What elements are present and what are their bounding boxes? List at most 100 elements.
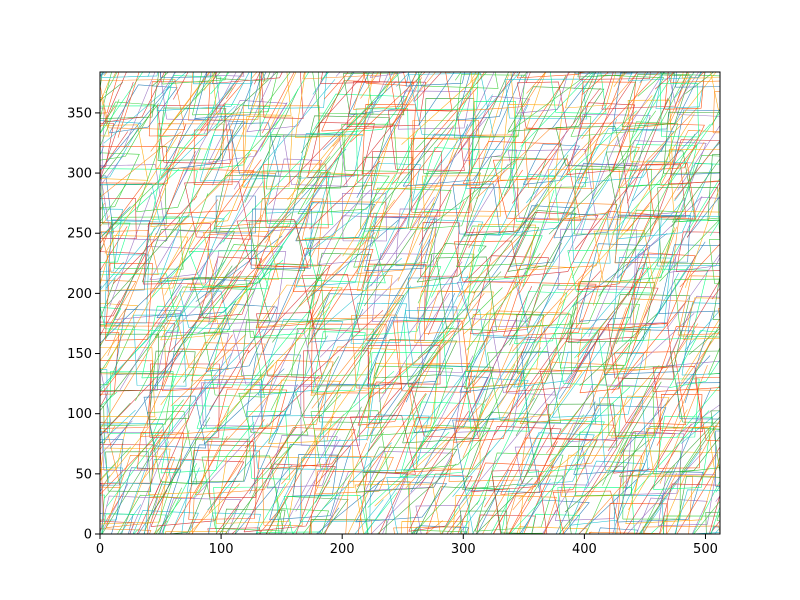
series-line — [100, 226, 128, 272]
series-line — [469, 292, 551, 386]
series-line — [578, 467, 650, 534]
series-line — [497, 264, 575, 331]
plot-frame — [99, 71, 721, 535]
y-tick-label: 50 — [75, 467, 92, 482]
series-line — [653, 326, 720, 392]
series-line — [234, 464, 293, 534]
y-tick-label: 250 — [67, 227, 92, 242]
series-line — [580, 118, 617, 235]
series-line — [314, 429, 355, 488]
series-line — [252, 415, 328, 470]
series-line — [365, 451, 454, 491]
series-line — [507, 86, 605, 132]
series-line — [100, 182, 146, 244]
series-line — [101, 184, 167, 225]
series-line — [219, 281, 259, 387]
series-line — [100, 446, 132, 481]
series-line — [684, 309, 720, 351]
series-line — [567, 384, 670, 443]
series-line — [456, 72, 514, 121]
series-line — [161, 497, 241, 534]
series-line — [239, 306, 331, 400]
series-line — [188, 72, 263, 121]
series-line — [365, 455, 420, 534]
series-line — [189, 234, 271, 291]
series-line — [608, 140, 707, 218]
series-line — [509, 205, 575, 267]
series-line — [625, 450, 720, 524]
series-line — [670, 72, 717, 131]
series-line — [646, 427, 716, 477]
series-line — [412, 94, 493, 201]
series-line — [261, 72, 297, 148]
series-line — [193, 107, 240, 201]
series-line — [248, 220, 306, 271]
series-line — [306, 186, 393, 256]
series-line — [100, 206, 131, 239]
series-line — [194, 72, 263, 119]
series-line — [555, 126, 626, 168]
series-line — [658, 388, 712, 506]
series-line — [514, 291, 568, 344]
series-line — [207, 527, 261, 534]
series-line — [363, 414, 430, 473]
series-line — [405, 219, 484, 289]
series-line — [402, 133, 505, 187]
series-line — [173, 72, 189, 100]
series-line — [471, 425, 562, 493]
series-line — [416, 242, 487, 283]
series-line — [269, 444, 352, 521]
series-line — [211, 72, 283, 84]
series-line — [659, 483, 720, 534]
series-line — [404, 309, 488, 368]
series-line — [324, 72, 349, 100]
series-line — [280, 417, 343, 534]
series-line — [469, 104, 529, 227]
series-line — [452, 418, 541, 494]
series-line — [638, 424, 717, 534]
series-line — [347, 72, 418, 116]
series-line — [283, 495, 369, 534]
series-line — [363, 77, 422, 190]
series-line — [518, 431, 603, 500]
series-line — [628, 183, 670, 297]
series-line — [574, 168, 652, 235]
series-line — [265, 440, 319, 534]
series-line — [154, 417, 211, 511]
series-layer — [100, 72, 720, 534]
series-line — [319, 383, 375, 442]
series-line — [384, 72, 396, 93]
y-tick-label: 300 — [67, 167, 92, 182]
y-tick-label: 200 — [67, 287, 92, 302]
series-line — [270, 292, 330, 411]
series-line — [364, 162, 421, 232]
series-line — [317, 215, 408, 265]
series-line — [528, 419, 605, 473]
series-line — [577, 128, 675, 184]
series-line — [356, 365, 454, 437]
x-axis: 0 100 200 300 400 500 — [96, 534, 718, 557]
series-line — [350, 263, 442, 337]
series-line — [281, 414, 345, 485]
series-line — [419, 411, 469, 487]
series-line — [629, 241, 706, 357]
series-line — [645, 163, 697, 220]
series-line — [205, 303, 278, 372]
series-line — [100, 475, 110, 493]
series-line — [249, 384, 298, 494]
series-line — [500, 368, 583, 421]
series-line — [419, 150, 473, 246]
series-line — [557, 228, 638, 290]
series-line — [350, 302, 408, 344]
series-line — [366, 367, 403, 441]
series-line — [255, 483, 287, 534]
series-line — [154, 331, 230, 390]
series-line — [104, 135, 179, 254]
series-line — [107, 232, 157, 356]
series-line — [469, 134, 519, 205]
series-line — [164, 120, 244, 243]
series-line — [663, 111, 720, 174]
series-line — [458, 390, 556, 506]
series-line — [664, 330, 720, 408]
series-line — [477, 74, 509, 177]
